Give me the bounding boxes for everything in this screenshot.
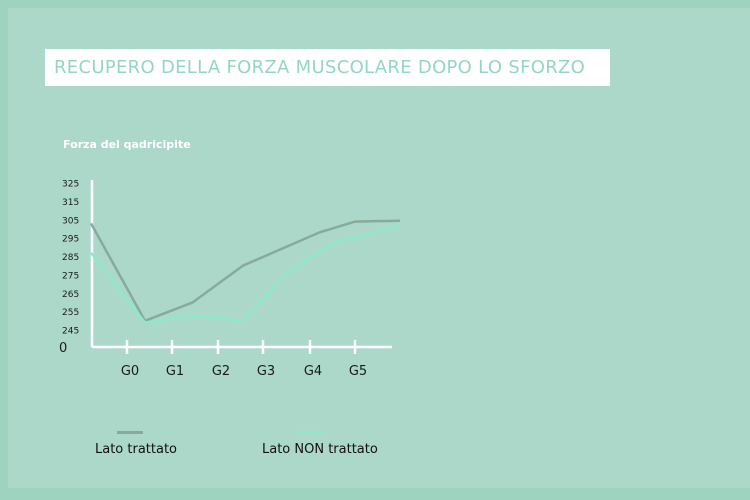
legend-swatch-untreated: [297, 431, 323, 434]
y-tick-label: 285: [62, 253, 79, 263]
y-tick-label: 315: [62, 198, 79, 208]
legend-label-treated: Lato trattato: [95, 442, 178, 457]
title-box: RECUPERO DELLA FORZA MUSCOLARE DOPO LO S…: [45, 49, 610, 86]
y-tick-label: 325: [62, 180, 79, 190]
x-tick-label: G4: [304, 364, 322, 379]
y-tick-label: 265: [62, 290, 79, 300]
y-tick-label: 245: [62, 327, 79, 337]
y-tick-label: 275: [62, 271, 79, 281]
y-tick-label: 255: [62, 308, 79, 318]
series-line-treated: [89, 219, 401, 323]
chart-panel: [8, 8, 750, 488]
x-tick-label: G3: [257, 364, 275, 379]
x-tick-label: G0: [121, 364, 139, 379]
x-tick-label: G2: [212, 364, 230, 379]
x-tick-label: G5: [349, 364, 367, 379]
y-zero-label: 0: [59, 341, 67, 356]
chart-title: RECUPERO DELLA FORZA MUSCOLARE DOPO LO S…: [54, 57, 586, 78]
series-line-untreated: [90, 224, 401, 324]
legend-swatch-treated: [117, 431, 143, 434]
y-axis-label: Forza del qadricipite: [63, 138, 191, 151]
y-tick-label: 295: [62, 235, 79, 245]
legend-label-untreated: Lato NON trattato: [262, 442, 378, 457]
x-tick-label: G1: [166, 364, 184, 379]
y-tick-label: 305: [62, 216, 79, 226]
